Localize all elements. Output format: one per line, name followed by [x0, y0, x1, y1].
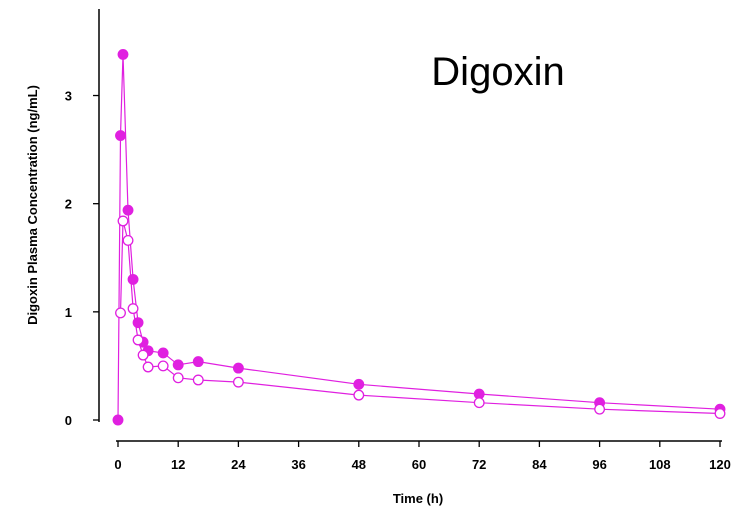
x-tick-label: 36: [291, 457, 305, 472]
x-tick-label: 72: [472, 457, 486, 472]
data-point: [353, 378, 365, 390]
chart-title: Digoxin: [431, 50, 564, 94]
data-point: [172, 359, 184, 371]
data-point: [157, 360, 169, 372]
x-tick-label: 0: [114, 457, 121, 472]
series-2: [115, 215, 726, 419]
series-line: [117, 54, 721, 421]
data-point: [157, 347, 169, 359]
x-tick-label: 24: [231, 457, 246, 472]
data-point: [122, 235, 134, 246]
data-point: [127, 303, 139, 315]
y-ticks: 0 1 2 3: [65, 89, 99, 428]
data-point: [192, 374, 204, 386]
x-tick-label: 96: [592, 457, 606, 472]
x-tick-label: 84: [532, 457, 547, 472]
x-tick-label: 108: [649, 457, 671, 472]
x-axis-title: Time (h): [393, 491, 443, 506]
x-tick-label: 48: [352, 457, 366, 472]
x-tick-label: 12: [171, 457, 185, 472]
y-axis-title: Digoxin Plasma Concentration (ng/mL): [25, 85, 40, 325]
series-1: [112, 48, 726, 426]
data-point: [122, 204, 134, 216]
data-point: [132, 334, 144, 346]
data-point: [127, 273, 139, 285]
axes: [98, 9, 722, 442]
series-layer: [112, 48, 726, 426]
data-point: [117, 215, 129, 227]
x-ticks: 0 12 24 36 48 60 72 84 96 108 120: [114, 441, 731, 472]
data-point: [137, 349, 149, 361]
data-point: [115, 307, 126, 319]
data-point: [594, 403, 606, 415]
y-tick-label: 0: [65, 413, 72, 428]
data-point: [232, 362, 244, 374]
data-point: [142, 361, 154, 373]
series-line: [119, 220, 721, 415]
data-point: [117, 48, 129, 60]
data-point: [714, 408, 726, 419]
y-tick-label: 1: [65, 305, 72, 320]
y-tick-label: 3: [65, 89, 72, 104]
data-point: [232, 376, 244, 388]
data-point: [172, 372, 184, 384]
x-tick-label: 120: [709, 457, 731, 472]
data-point: [353, 389, 365, 401]
data-point: [192, 356, 204, 368]
x-tick-label: 60: [412, 457, 426, 472]
y-tick-label: 2: [65, 197, 72, 212]
data-point: [112, 414, 124, 426]
data-point: [115, 130, 126, 141]
data-point: [473, 397, 485, 409]
